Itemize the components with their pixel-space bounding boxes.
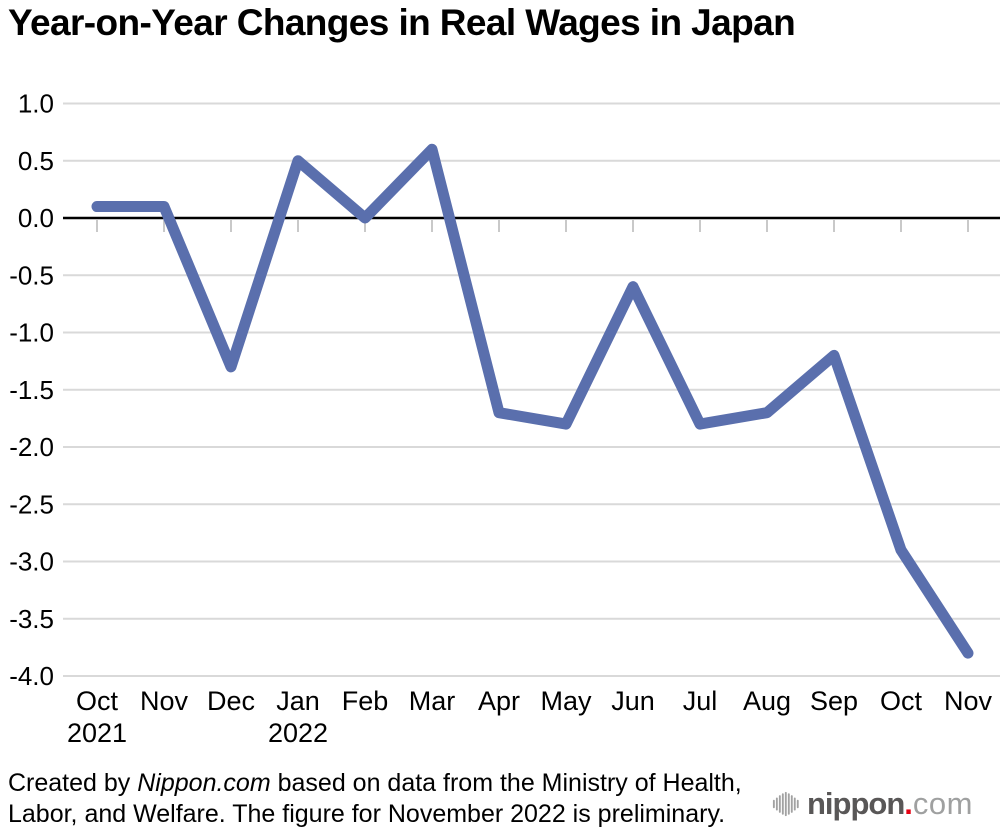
y-axis-label: -0.5: [9, 260, 54, 290]
logo-name-text: nippon: [807, 786, 905, 821]
wages-line-chart: 1.0 0.5 0.0 -0.5 -1.0 -1.5 -2.0 -2.5 -3.0 -3.5 -4.…: [9, 89, 1000, 748]
y-axis-label: -1.5: [9, 375, 54, 405]
nippon-logo-text: nippon.com: [807, 786, 973, 822]
x-axis-label: Aug: [743, 686, 791, 716]
x-axis-label: Apr: [478, 686, 520, 716]
y-axis-label: -3.5: [9, 604, 54, 634]
x-axis-label: Dec: [207, 686, 255, 716]
x-axis-label: Jan: [276, 686, 320, 716]
x-axis-label: Oct: [880, 686, 923, 716]
footer-note-prefix: Created by: [8, 769, 138, 797]
y-axis-label: 0.5: [18, 146, 54, 176]
footer-note-source: Nippon.com: [137, 769, 271, 797]
x-axis-year-label: 2021: [67, 718, 127, 748]
x-axis-label: Sep: [810, 686, 858, 716]
x-axis-label: Nov: [944, 686, 993, 716]
logo-red-dot: .: [904, 786, 913, 821]
x-axis-label: Jun: [611, 686, 655, 716]
y-axis-label: -4.0: [9, 661, 54, 691]
x-axis-label: Mar: [409, 686, 456, 716]
x-axis-label: Oct: [76, 686, 119, 716]
x-axis-label: Nov: [140, 686, 189, 716]
y-axis-label: -1.0: [9, 318, 54, 348]
x-axis-year-label: 2022: [268, 718, 328, 748]
x-axis-label: Feb: [342, 686, 389, 716]
footer-note: Created by Nippon.com based on data from…: [8, 768, 768, 830]
nippon-soundwave-icon: [772, 791, 799, 817]
y-axis-label: 0.0: [18, 203, 54, 233]
y-axis-label: -2.0: [9, 432, 54, 462]
x-axis-label: Jul: [683, 686, 718, 716]
real-wages-line: [91, 143, 974, 659]
chart-title: Year-on-Year Changes in Real Wages in Ja…: [8, 2, 796, 43]
y-axis-label: 1.0: [18, 89, 54, 119]
footer-note-suffix: based on data from the Ministry of Healt…: [8, 769, 742, 828]
nippon-logo: nippon.com: [772, 786, 973, 822]
logo-tld-text: com: [912, 786, 973, 821]
y-axis-label: -3.0: [9, 547, 54, 577]
y-axis-label: -2.5: [9, 489, 54, 519]
x-axis-label: May: [540, 686, 592, 716]
